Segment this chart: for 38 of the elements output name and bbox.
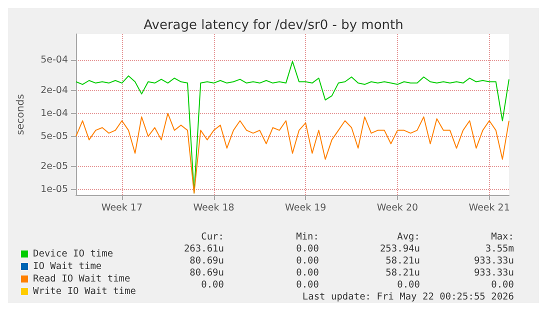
- y-tick-label: 2e-05: [40, 161, 68, 172]
- text: 0.00: [296, 244, 320, 254]
- x-tick-label: Week 20: [376, 202, 418, 214]
- text: 58.21u: [386, 268, 420, 278]
- x-tick-label: Week 19: [285, 202, 326, 214]
- text: Avg:: [397, 232, 420, 242]
- legend-label: Read IO Wait time: [33, 274, 131, 284]
- text: 80.69u: [190, 256, 224, 266]
- y-tick-label: 5e-05: [40, 130, 68, 142]
- legend-label: IO Wait time: [33, 261, 102, 272]
- text: Max:: [491, 232, 514, 242]
- text: 933.33u: [474, 268, 514, 278]
- text: Cur:: [201, 232, 224, 242]
- text: 3.55m: [485, 244, 514, 254]
- text: 0.00: [491, 280, 514, 290]
- legend-label: Write IO Wait time: [33, 286, 136, 297]
- y-tick-label: 1e-05: [40, 184, 68, 196]
- text: Min:: [296, 232, 320, 242]
- text: 933.33u: [474, 256, 514, 266]
- text: 253.94u: [380, 244, 420, 254]
- x-tick-label: Week 17: [101, 202, 142, 214]
- y-tick-label: 1e-04: [40, 108, 68, 119]
- text: 80.69u: [190, 268, 224, 278]
- text: Last update: Fri May 22 00:25:55 2026: [302, 292, 514, 302]
- y-tick-label: 5e-04: [40, 54, 68, 66]
- x-tick-label: Week 21: [468, 202, 510, 214]
- text: 0.00: [397, 280, 420, 290]
- text: 0.00: [296, 280, 320, 290]
- y-tick-label: 2e-04: [40, 84, 68, 96]
- text: 0.00: [201, 280, 224, 290]
- text: 0.00: [296, 268, 320, 278]
- chart-title: Average latency for /dev/sr0 - by month: [144, 18, 404, 33]
- x-tick-label: Week 18: [193, 202, 234, 214]
- text: 58.21u: [386, 256, 420, 266]
- legend-label: Device IO time: [33, 248, 114, 260]
- text: 0.00: [296, 256, 320, 266]
- text: 263.61u: [184, 244, 224, 254]
- y-axis-title: seconds: [16, 94, 26, 135]
